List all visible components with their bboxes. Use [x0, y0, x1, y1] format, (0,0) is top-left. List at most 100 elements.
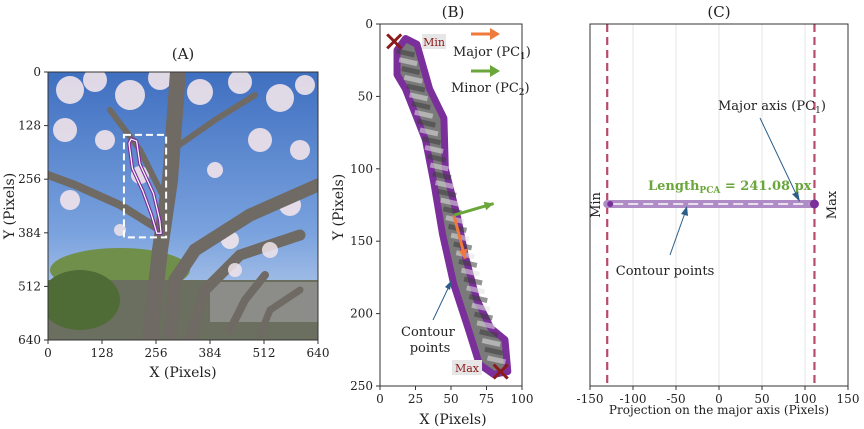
- bark-texture-band: [437, 188, 457, 198]
- bark-texture-band: [403, 74, 423, 84]
- panel-a-title: (A): [172, 45, 195, 63]
- ytick-label-a: 384: [18, 226, 41, 240]
- bark-texture-band: [432, 171, 452, 181]
- xtick-label-b: 100: [511, 392, 534, 406]
- bark-texture-band: [479, 329, 499, 339]
- bark-texture-band: [466, 285, 486, 295]
- panel-b-plot: [386, 33, 512, 380]
- xtick-label-c: -100: [620, 392, 647, 406]
- bark-texture-band: [416, 118, 436, 128]
- bark-texture-band: [440, 197, 460, 207]
- contour-annotation-b-text: Contour points: [401, 325, 459, 356]
- xtick-label-c: 100: [794, 392, 817, 406]
- ytick-label-b: 0: [365, 17, 373, 31]
- max-label-box: [452, 360, 482, 375]
- bark-texture-band: [419, 127, 439, 137]
- ytick-label-a: 512: [18, 279, 41, 293]
- panel-c-xlabel: Projection on the major axis (Pixels): [609, 403, 829, 417]
- major-axis-annotation: Major axis (PC1): [718, 99, 826, 202]
- bark-texture-band: [484, 346, 504, 356]
- ytick-label-a: 256: [18, 172, 41, 186]
- c-max-label: Max: [825, 190, 840, 219]
- bark-texture-band: [458, 259, 478, 268]
- bark-texture-band: [396, 48, 416, 58]
- min-marker-stroke2: [386, 33, 403, 50]
- xtick-label-c: 150: [837, 392, 860, 406]
- xtick-label-a: 384: [199, 346, 222, 360]
- legend-major-label: Major (PC1): [453, 45, 531, 62]
- xtick-label-a: 640: [307, 346, 330, 360]
- bark-texture-band: [424, 144, 444, 154]
- xtick-label-a: 128: [91, 346, 114, 360]
- xtick-label-a: 512: [253, 346, 276, 360]
- panel-b-axes: 0 25 50 75 100 0 50 100 150 200 250: [350, 17, 533, 406]
- legend-major: Major (PC1): [453, 28, 531, 62]
- xtick-label-c: -50: [666, 392, 685, 406]
- bark-texture-band: [463, 276, 483, 286]
- min-label: Min: [423, 36, 445, 49]
- bark-texture-band: [476, 320, 496, 330]
- xtick-label-b: 0: [376, 392, 384, 406]
- contour-annotation-b-line2: points: [410, 341, 451, 356]
- ytick-label-a: 640: [18, 333, 41, 347]
- contour-annotation-c-head: [681, 206, 688, 216]
- ytick-label-b: 150: [350, 234, 373, 248]
- xtick-label-b: 50: [443, 392, 458, 406]
- max-label: Max: [455, 362, 480, 375]
- legend-minor-arrow-head: [490, 65, 500, 77]
- panel-a-overlay: [122, 133, 168, 239]
- bark-texture-band: [468, 294, 488, 303]
- projection-max-point: [809, 199, 819, 209]
- contour-annotation-b-head: [445, 280, 452, 290]
- projection-min-point: [607, 201, 614, 207]
- bark-texture-band: [473, 311, 493, 321]
- legend-major-arrow-head: [490, 28, 500, 40]
- bark-texture-band: [442, 206, 462, 216]
- xtick-label-b: 25: [408, 392, 423, 406]
- bark-texture-band: [414, 109, 434, 119]
- contour-annotation-b-line1: Contour: [401, 325, 456, 340]
- bark-texture-band: [411, 101, 431, 111]
- contour-annotation-b: Contour points: [401, 279, 459, 356]
- ytick-label-b: 200: [350, 307, 373, 321]
- panel-c-plot: [589, 24, 849, 386]
- bark-texture-band: [481, 337, 501, 347]
- ytick-label-b: 100: [350, 162, 373, 176]
- contour-annotation-c-line: [669, 209, 687, 256]
- bark-texture-band: [486, 355, 506, 365]
- panel-c-title: (C): [707, 3, 730, 21]
- bark-texture-band: [434, 180, 455, 189]
- pc-arrowhead-minor: [483, 201, 494, 211]
- major-axis-annotation-head: [792, 192, 800, 202]
- bark-texture-band: [421, 136, 442, 146]
- cherry-tree-photo: [48, 72, 318, 340]
- ytick-label-a: 128: [18, 119, 41, 133]
- bark-texture-band: [429, 162, 449, 172]
- contour-annotation-c: Contour points: [616, 206, 715, 279]
- roi-box: [122, 133, 168, 239]
- bark-texture-band: [471, 302, 491, 312]
- major-axis-annotation-text: Major axis (PC1): [718, 99, 826, 116]
- panel-b-xlabel: X (Pixels): [419, 412, 486, 428]
- xtick-label-c: -150: [577, 392, 604, 406]
- length-pca-label: LengthPCA = 241.08 px: [648, 179, 812, 196]
- legend-minor: Minor (PC2): [451, 65, 530, 98]
- panel-b-ylabel: Y (Pixels): [331, 174, 347, 241]
- bark-texture-band: [427, 153, 447, 163]
- bark-texture-band: [460, 267, 481, 277]
- xtick-label-c: 50: [754, 392, 769, 406]
- panel-a-ylabel: Y (Pixels): [2, 173, 18, 240]
- bark-texture-band: [406, 83, 426, 93]
- contour-inner-a: [128, 138, 162, 234]
- panel-c-axes: -150 -100 -50 0 50 100 150: [577, 23, 860, 406]
- ytick-label-a: 0: [33, 65, 41, 79]
- max-marker-stroke2: [492, 363, 509, 380]
- xtick-label-a: 256: [145, 346, 168, 360]
- major-axis-annotation-line: [759, 117, 799, 199]
- ytick-label-b: 50: [358, 89, 373, 103]
- panel-a-frame: [47, 71, 319, 341]
- contour-annotation-c-text: Contour points: [616, 264, 715, 279]
- panel-a-xlabel: X (Pixels): [149, 365, 216, 381]
- xtick-label-a: 0: [44, 346, 52, 360]
